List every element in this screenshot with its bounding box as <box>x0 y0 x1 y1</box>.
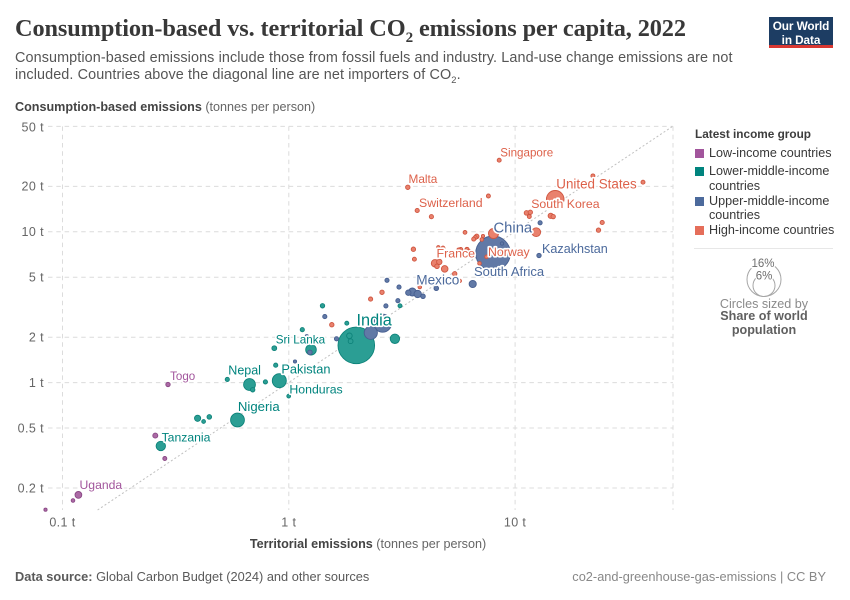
svg-text:India: India <box>357 311 393 329</box>
svg-text:Tanzania: Tanzania <box>162 431 211 445</box>
svg-text:France: France <box>437 247 476 261</box>
svg-text:Pakistan: Pakistan <box>281 362 330 377</box>
svg-text:Nigeria: Nigeria <box>238 399 280 414</box>
svg-text:Kazakhstan: Kazakhstan <box>542 242 608 256</box>
svg-text:0.2 t: 0.2 t <box>18 481 44 495</box>
svg-text:1 t: 1 t <box>281 516 296 530</box>
svg-text:50 t: 50 t <box>22 121 45 135</box>
svg-text:6%: 6% <box>756 271 773 283</box>
svg-text:United States: United States <box>556 176 637 191</box>
svg-text:Mexico: Mexico <box>416 272 459 287</box>
svg-text:South Korea: South Korea <box>531 197 600 211</box>
svg-text:Nepal: Nepal <box>228 364 261 378</box>
svg-text:2 t: 2 t <box>29 331 44 345</box>
svg-text:10 t: 10 t <box>504 516 527 530</box>
svg-text:Singapore: Singapore <box>500 146 553 159</box>
svg-text:1 t: 1 t <box>29 376 44 390</box>
svg-text:Uganda: Uganda <box>80 478 123 492</box>
svg-text:South Africa: South Africa <box>474 264 545 279</box>
svg-text:China: China <box>494 221 533 237</box>
svg-text:Switzerland: Switzerland <box>419 196 483 210</box>
svg-text:16%: 16% <box>751 258 774 270</box>
svg-text:Sri Lanka: Sri Lanka <box>276 334 326 347</box>
svg-text:5 t: 5 t <box>29 271 44 285</box>
svg-text:Honduras: Honduras <box>289 382 342 396</box>
svg-text:0.5 t: 0.5 t <box>18 421 44 435</box>
svg-text:Norway: Norway <box>488 245 531 259</box>
svg-text:10 t: 10 t <box>22 225 45 239</box>
svg-text:0.1 t: 0.1 t <box>49 516 75 530</box>
svg-text:Togo: Togo <box>170 370 195 383</box>
svg-text:Malta: Malta <box>409 172 438 186</box>
svg-text:20 t: 20 t <box>22 180 45 194</box>
